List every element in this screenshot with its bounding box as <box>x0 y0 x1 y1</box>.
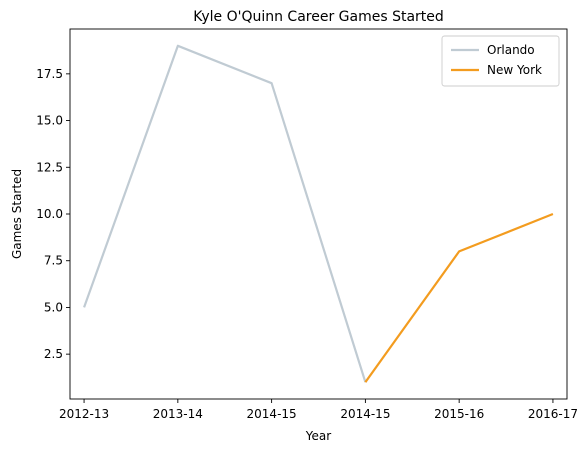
y-tick-label: 10.0 <box>36 207 63 221</box>
y-tick-label: 17.5 <box>36 67 63 81</box>
y-axis-ticks: 2.5 5.0 7.5 10.0 12.5 15.0 17.5 <box>36 67 70 361</box>
x-axis-ticks: 2012-13 2013-14 2014-15 2014-15 2015-16 2016-… <box>59 399 578 421</box>
series-line-1 <box>364 212 554 383</box>
x-tick-label: 2014-15 <box>340 407 390 421</box>
x-tick-label: 2015-16 <box>434 407 484 421</box>
y-tick-label: 12.5 <box>36 160 63 174</box>
y-tick-label: 5.0 <box>44 300 63 314</box>
x-axis-label: Year <box>305 429 331 443</box>
legend: Orlando New York <box>441 35 560 87</box>
legend-box <box>441 35 560 87</box>
x-tick-label: 2013-14 <box>153 407 203 421</box>
chart-title: Kyle O'Quinn Career Games Started <box>193 9 444 25</box>
series-line-0 <box>83 44 367 383</box>
y-tick-label: 2.5 <box>44 347 63 361</box>
y-tick-label: 7.5 <box>44 254 63 268</box>
y-tick-label: 15.0 <box>36 114 63 128</box>
legend-label: Orlando <box>487 43 535 57</box>
x-tick-label: 2016-17 <box>528 407 578 421</box>
series-lines <box>83 44 554 383</box>
x-tick-label: 2012-13 <box>59 407 109 421</box>
y-axis-label: Games Started <box>10 169 24 259</box>
legend-label: New York <box>487 63 542 77</box>
x-tick-label: 2014-15 <box>247 407 297 421</box>
